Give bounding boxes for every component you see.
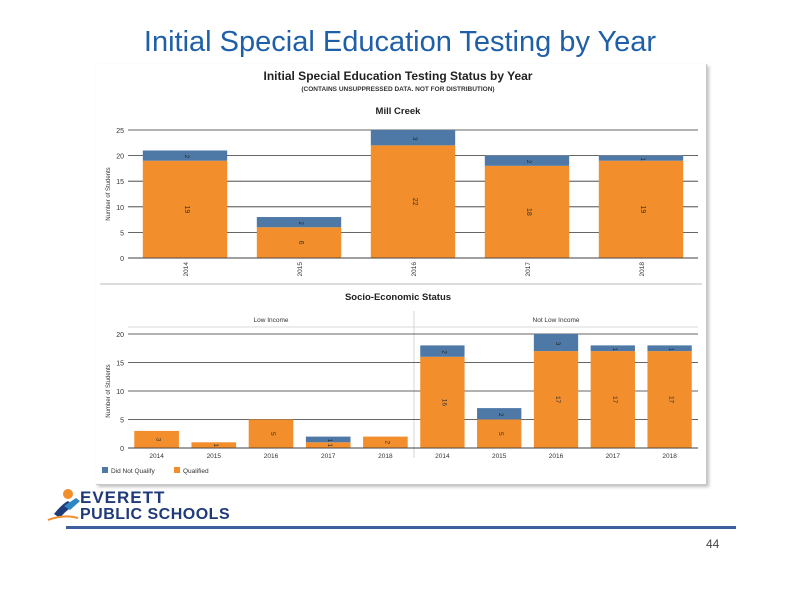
bar-did-not-qualify <box>370 130 456 146</box>
bar-qualified <box>420 356 465 448</box>
y-tick-label: 5 <box>120 418 124 425</box>
data-label-qualified: 16 <box>440 399 447 407</box>
bar-did-not-qualify <box>590 345 635 352</box>
data-label-qualified: 3 <box>155 438 162 442</box>
bar-did-not-qualify <box>484 155 570 166</box>
data-label-qualified: 5 <box>497 432 504 436</box>
data-label-did-not-qualify: 1 <box>611 348 617 352</box>
x-tick-label: 2014 <box>435 453 450 460</box>
data-label-did-not-qualify: 1 <box>639 157 645 161</box>
x-tick-label: 2015 <box>297 262 304 277</box>
bar-qualified <box>477 419 522 448</box>
bar-qualified <box>256 227 342 258</box>
data-label-qualified: 17 <box>554 396 561 404</box>
y-tick-label: 10 <box>116 205 124 212</box>
bar-qualified <box>590 351 635 448</box>
data-label-qualified: 19 <box>183 205 190 213</box>
legend-swatch <box>174 467 180 473</box>
panel-label: Not Low Income <box>533 317 580 324</box>
x-tick-label: 2016 <box>264 453 279 460</box>
slide-title: Initial Special Education Testing by Yea… <box>143 26 657 58</box>
footer-divider <box>66 526 736 529</box>
bar-qualified <box>370 145 456 258</box>
bar-qualified <box>533 351 579 448</box>
bar-qualified <box>305 442 351 448</box>
y-tick-label: 15 <box>116 361 124 368</box>
y-tick-label: 0 <box>120 256 124 263</box>
legend-label: Qualified <box>183 468 209 475</box>
data-label-did-not-qualify: 2 <box>297 221 303 225</box>
page-number: 44 <box>706 537 720 551</box>
x-tick-label: 2015 <box>492 453 507 460</box>
y-tick-label: 0 <box>120 446 124 453</box>
data-label-qualified: 2 <box>383 440 390 444</box>
x-tick-label: 2017 <box>525 262 532 277</box>
y-tick-label: 20 <box>116 332 124 339</box>
data-label-did-not-qualify: 2 <box>525 160 531 164</box>
legend-swatch <box>102 467 108 473</box>
facet-title-mill-creek: Mill Creek <box>376 106 422 117</box>
data-label-did-not-qualify: 2 <box>440 350 446 354</box>
x-tick-label: 2015 <box>207 453 222 460</box>
data-label-qualified: 17 <box>668 396 675 404</box>
data-label-qualified: 18 <box>525 208 532 216</box>
x-tick-label: 2016 <box>549 453 564 460</box>
x-tick-label: 2014 <box>183 262 190 277</box>
panel-label: Low Income <box>253 317 288 324</box>
x-tick-label: 2018 <box>378 453 393 460</box>
data-label-did-not-qualify: 2 <box>183 155 189 159</box>
y-tick-label: 10 <box>116 389 124 396</box>
bar-did-not-qualify <box>477 408 522 420</box>
chart-panel: Initial Special Education Testing Status… <box>96 64 707 485</box>
logo-text-public-schools: PUBLIC SCHOOLS <box>80 506 231 523</box>
everett-logo-icon <box>47 489 80 521</box>
bar-qualified <box>142 160 228 258</box>
bar-did-not-qualify <box>647 345 692 352</box>
data-label-qualified: 19 <box>639 205 646 213</box>
x-tick-label: 2018 <box>639 262 646 277</box>
y-axis-label: Number of Students <box>106 364 112 417</box>
data-label-did-not-qualify: 2 <box>497 413 503 417</box>
bar-qualified <box>248 419 294 448</box>
chart-title: Initial Special Education Testing Status… <box>264 69 533 83</box>
bar-did-not-qualify <box>533 334 579 352</box>
bar-qualified <box>647 351 692 448</box>
y-axis-label: Number of Students <box>106 167 112 220</box>
data-label-qualified: 6 <box>297 241 304 245</box>
bar-qualified <box>363 436 408 448</box>
x-tick-label: 2017 <box>606 453 621 460</box>
data-label-did-not-qualify: 3 <box>554 342 560 346</box>
data-label-qualified: 5 <box>269 432 276 436</box>
data-label-qualified: 22 <box>411 198 418 206</box>
data-label-did-not-qualify: 3 <box>411 137 417 141</box>
y-tick-label: 20 <box>116 154 124 161</box>
bar-qualified <box>598 160 684 258</box>
data-label-did-not-qualify: 1 <box>326 439 332 443</box>
data-label-did-not-qualify: 1 <box>668 348 674 352</box>
x-tick-label: 2014 <box>149 453 164 460</box>
legend-label: Did Not Qualify <box>111 468 155 475</box>
bar-qualified <box>191 442 237 448</box>
bar-did-not-qualify <box>598 155 684 161</box>
logo-text-everett: EVERETT <box>80 488 166 507</box>
bar-did-not-qualify <box>420 345 465 357</box>
y-tick-label: 5 <box>120 230 124 237</box>
y-tick-label: 25 <box>116 128 124 135</box>
y-tick-label: 15 <box>116 179 124 186</box>
data-label-qualified: 17 <box>611 396 618 404</box>
data-label-qualified: 1 <box>212 443 219 447</box>
chart-subtitle: (CONTAINS UNSUPPRESSED DATA. NOT FOR DIS… <box>301 86 494 93</box>
chart-svg: Initial Special Education Testing Status… <box>100 69 702 475</box>
bar-qualified <box>484 165 570 258</box>
x-tick-label: 2017 <box>321 453 336 460</box>
data-label-qualified: 1 <box>326 443 333 447</box>
chart-title-socio-economic: Socio-Economic Status <box>345 292 451 303</box>
bar-did-not-qualify <box>256 217 342 228</box>
x-tick-label: 2018 <box>662 453 677 460</box>
bar-qualified <box>134 430 179 448</box>
bar-did-not-qualify <box>305 436 351 443</box>
bar-did-not-qualify <box>142 150 228 161</box>
x-tick-label: 2016 <box>411 262 418 277</box>
